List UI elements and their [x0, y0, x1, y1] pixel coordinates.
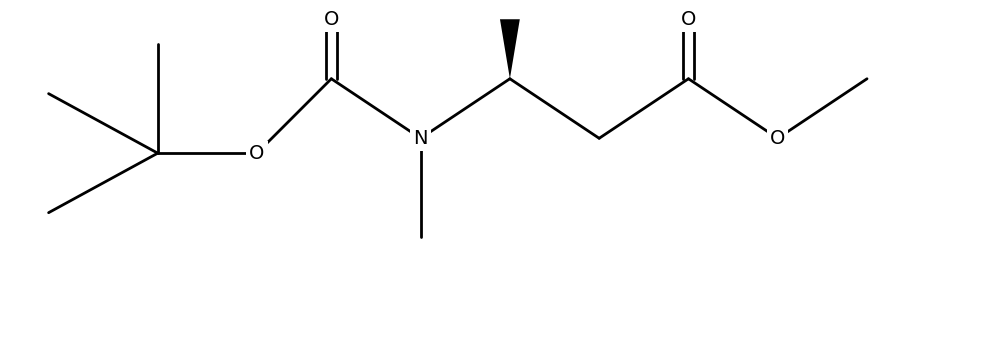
Text: O: O — [681, 10, 696, 29]
Polygon shape — [499, 19, 519, 79]
Text: N: N — [413, 129, 428, 148]
Text: O: O — [249, 144, 264, 163]
Text: O: O — [770, 129, 785, 148]
Text: O: O — [324, 10, 339, 29]
